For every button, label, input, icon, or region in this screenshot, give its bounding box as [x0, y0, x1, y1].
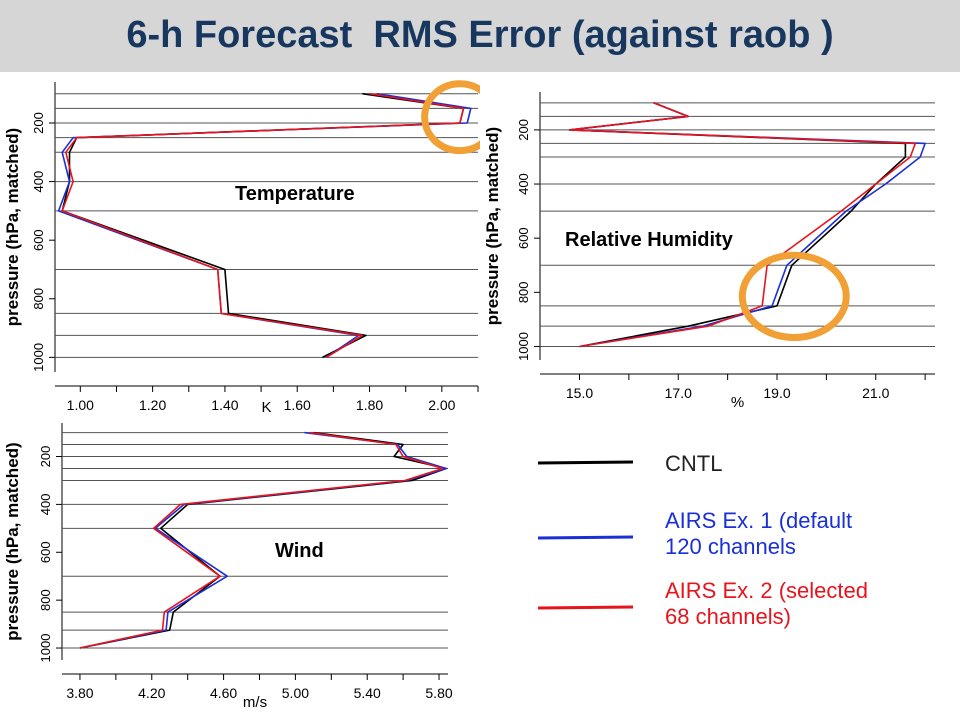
x-tick-label: 21.0 [862, 385, 889, 401]
x-tick-label: 5.40 [354, 685, 381, 701]
y-tick-label: 1000 [516, 332, 531, 361]
y-tick-label: 400 [38, 494, 53, 516]
title-bar [0, 0, 960, 72]
legend-label-cntl: CNTL [665, 451, 722, 476]
y-tick-label: 1000 [38, 634, 53, 663]
y-tick-label: 400 [516, 173, 531, 195]
x-tick-label: 19.0 [763, 385, 790, 401]
x-tick-label: 1.00 [67, 397, 94, 413]
x-tick-label: 15.0 [566, 385, 593, 401]
y-tick-label: 600 [38, 541, 53, 563]
series-line-airs-ex2 [61, 92, 465, 359]
y-tick-label: 200 [516, 119, 531, 141]
y-axis-title: pressure (hPa, matched) [3, 442, 22, 640]
y-tick-label: 600 [31, 229, 46, 251]
highlight-circle [738, 251, 850, 342]
x-tick-label: 1.20 [139, 397, 166, 413]
series-line-cntl [61, 92, 465, 359]
x-axis-title: % [731, 394, 744, 411]
legend-label-exp2: AIRS Ex. 2 (selected [665, 578, 868, 603]
y-tick-label: 800 [38, 589, 53, 611]
y-tick-label: 200 [38, 446, 53, 468]
relative-humidity-chart: 200 400 600 800 1000 pressure (hPa, matched) 1… [483, 92, 935, 411]
y-axis-title: pressure (hPa, matched) [3, 128, 22, 326]
x-tick-label: 4.20 [138, 685, 165, 701]
x-tick-label: 4.60 [210, 685, 237, 701]
x-tick-label: 5.80 [425, 685, 452, 701]
series-line-airs-ex1 [57, 92, 472, 359]
x-axis-title: m/s [243, 694, 267, 711]
legend-label-exp1: AIRS Ex. 1 (default [665, 508, 852, 533]
legend-swatch-exp1 [537, 535, 634, 540]
legend-label-exp1: 120 channels [665, 534, 796, 559]
x-tick-label: 17.0 [665, 385, 692, 401]
highlight-circle [421, 80, 480, 155]
y-tick-label: 1000 [31, 343, 46, 372]
series-line-cntl [568, 102, 907, 348]
x-axis-title: K [261, 399, 271, 416]
x-tick-label: 1.80 [356, 397, 383, 413]
x-tick-label: 2.00 [428, 397, 455, 413]
legend-label-exp2: 68 channels) [665, 604, 791, 629]
x-tick-label: 3.80 [66, 685, 93, 701]
x-tick-label: 1.40 [211, 397, 238, 413]
y-tick-label: 800 [516, 281, 531, 303]
wind-chart: 200 400 600 800 1000 pressure (hPa, matched) 3… [3, 423, 453, 711]
temperature-chart: 200 400 600 800 1000 pressure (hPa, matched) 1… [3, 80, 480, 416]
y-tick-label: 800 [31, 288, 46, 310]
y-axis-title: pressure (hPa, matched) [483, 127, 502, 325]
series-line-airs-ex1 [79, 431, 448, 649]
legend-swatch-cntl [537, 460, 634, 465]
x-tick-label: 5.00 [282, 685, 309, 701]
x-tick-label: 1.60 [284, 397, 311, 413]
series-line-airs-ex2 [79, 431, 444, 649]
y-tick-label: 200 [31, 112, 46, 134]
chart-title: Relative Humidity [565, 229, 734, 251]
slide-title: 6-h Forecast RMS Error (against raob ) [126, 14, 834, 56]
legend-swatch-exp2 [537, 605, 634, 610]
series-line-cntl [79, 431, 448, 649]
chart-title: Temperature [235, 183, 355, 205]
chart-title: Wind [275, 540, 324, 562]
y-tick-label: 400 [31, 171, 46, 193]
y-tick-label: 600 [516, 227, 531, 249]
